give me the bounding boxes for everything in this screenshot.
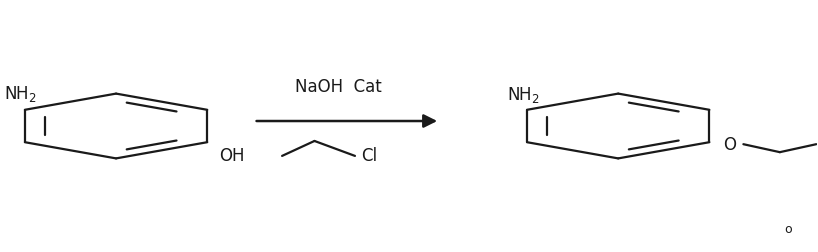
- Text: NaOH  Cat: NaOH Cat: [295, 78, 382, 96]
- Text: Cl: Cl: [362, 147, 378, 165]
- Text: NH$_2$: NH$_2$: [506, 85, 539, 105]
- Text: NH$_2$: NH$_2$: [4, 84, 37, 104]
- Text: O: O: [723, 136, 736, 154]
- Text: OH: OH: [219, 147, 245, 165]
- Text: o: o: [784, 223, 792, 236]
